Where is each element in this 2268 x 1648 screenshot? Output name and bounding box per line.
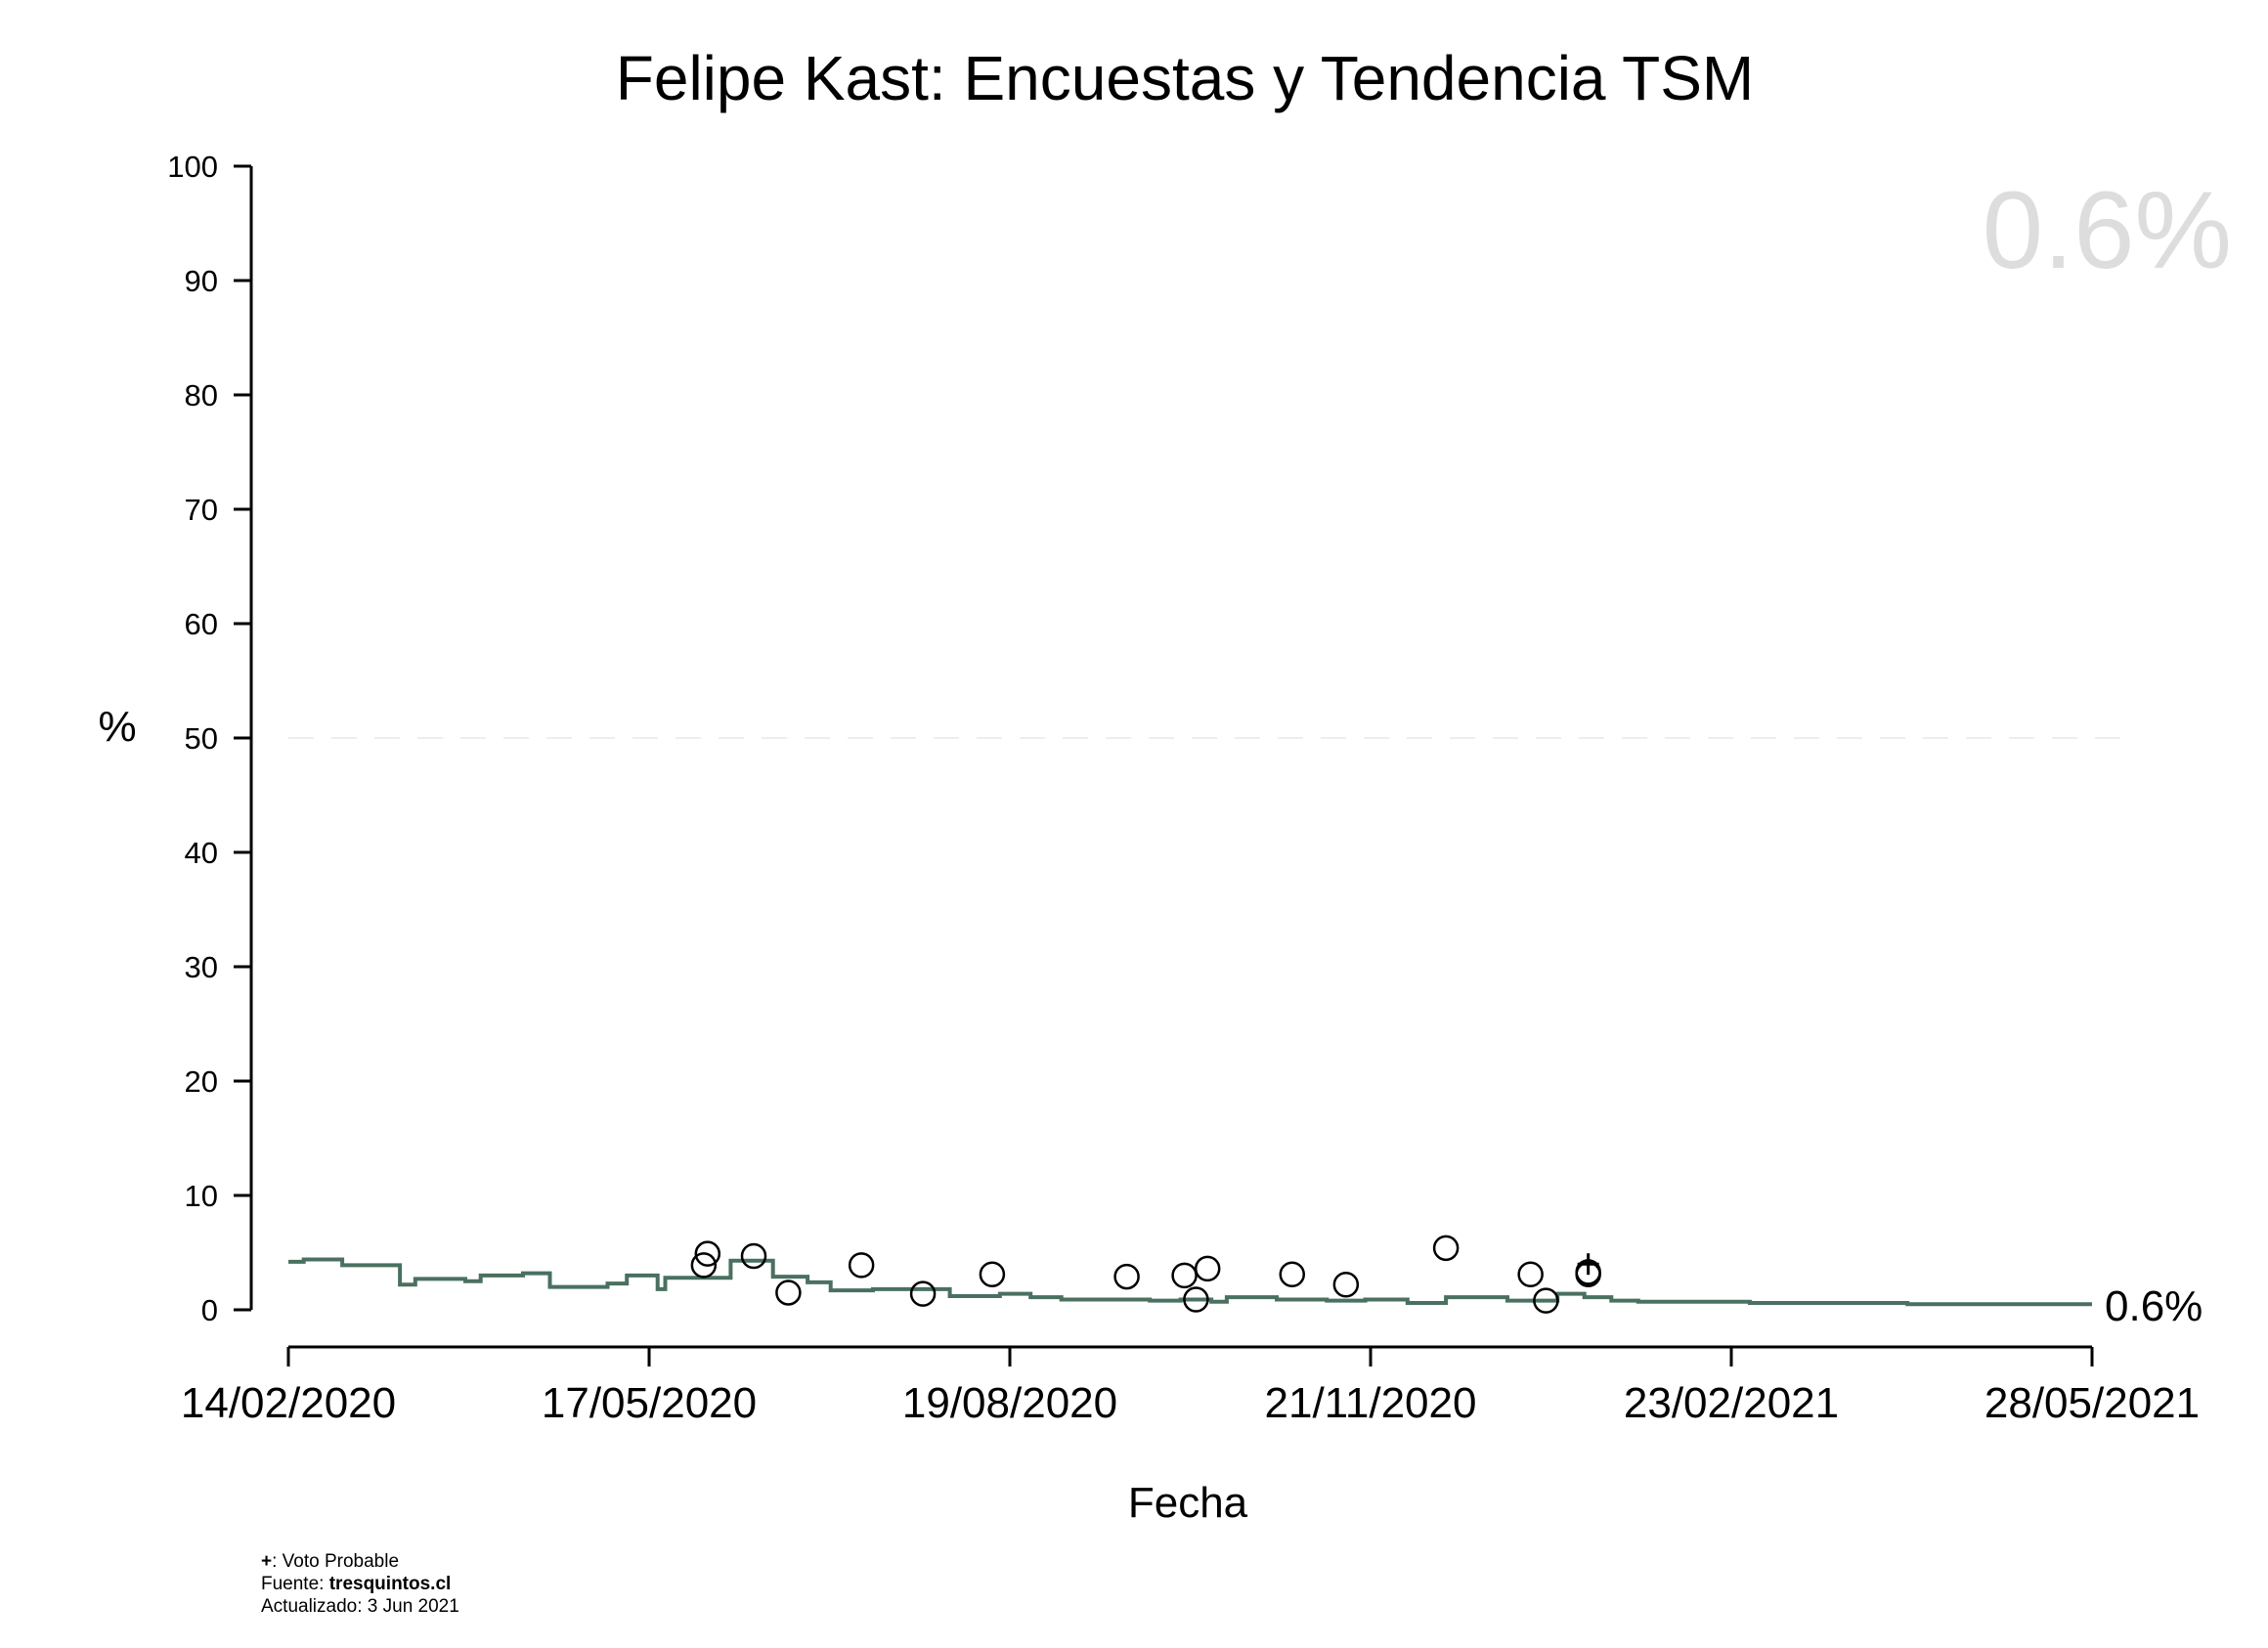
likely-voter-legend-text: : Voto Probable <box>272 1551 400 1572</box>
trend-end-label: 0.6% <box>2105 1282 2203 1330</box>
y-tick-label: 90 <box>185 264 218 298</box>
y-tick-label: 100 <box>167 150 218 184</box>
source-site: tresquintos.cl <box>328 1574 452 1594</box>
poll-point <box>1183 1286 1209 1313</box>
y-axis-label: % <box>98 703 136 751</box>
x-tick-label: 17/05/2020 <box>542 1379 757 1427</box>
footer-source: Fuente: tresquintos.cl <box>261 1573 459 1595</box>
poll-point <box>1517 1261 1544 1287</box>
y-tick-label: 0 <box>201 1293 218 1327</box>
trend-line <box>288 1257 2092 1307</box>
poll-point <box>775 1279 802 1306</box>
x-tick-label: 28/05/2021 <box>1984 1379 2200 1427</box>
chart-title: Felipe Kast: Encuestas y Tendencia TSM <box>616 43 1754 113</box>
y-tick-label: 70 <box>185 493 218 527</box>
source-label: Fuente: <box>261 1574 329 1594</box>
current-value-watermark: 0.6% <box>1983 169 2232 291</box>
y-tick-label: 80 <box>185 378 218 412</box>
poll-point <box>690 1252 718 1279</box>
poll-point <box>1279 1261 1305 1287</box>
footer-updated: Actualizado: 3 Jun 2021 <box>261 1596 459 1617</box>
y-tick-label: 40 <box>185 836 218 870</box>
poll-point <box>1332 1272 1360 1298</box>
y-tick-label: 20 <box>185 1064 218 1099</box>
x-axis-label: Fecha <box>1128 1479 1248 1527</box>
y-tick-label: 60 <box>185 607 218 641</box>
x-tick-label: 19/08/2020 <box>902 1379 1117 1427</box>
poll-point <box>848 1252 875 1279</box>
x-tick-label: 23/02/2021 <box>1624 1379 1839 1427</box>
poll-point <box>979 1261 1006 1287</box>
x-tick-label: 21/11/2020 <box>1265 1379 1477 1427</box>
y-tick-label: 50 <box>185 721 218 756</box>
x-axis: 14/02/2020 17/05/2020 19/08/2020 21/11/2020… <box>181 1345 2200 1427</box>
poll-point <box>1113 1263 1140 1290</box>
poll-point <box>1432 1235 1460 1262</box>
poll-point <box>694 1240 721 1267</box>
y-tick-label: 10 <box>185 1179 218 1213</box>
poll-point <box>909 1280 937 1307</box>
poll-point <box>1533 1287 1559 1314</box>
footer: +: Voto Probable Fuente: tresquintos.cl … <box>261 1550 459 1618</box>
x-tick-label: 14/02/2020 <box>181 1379 396 1427</box>
poll-point <box>1171 1262 1198 1289</box>
likely-voter-poll-point <box>1577 1253 1599 1276</box>
poll-layer <box>690 1235 1601 1314</box>
footer-legend: +: Voto Probable <box>261 1550 459 1573</box>
poll-point <box>1194 1255 1221 1282</box>
trend-layer <box>288 1257 2092 1307</box>
poll-point <box>740 1242 767 1270</box>
y-tick-label: 30 <box>185 950 218 984</box>
y-axis: 0 10 20 30 40 50 60 70 80 90 100 <box>167 150 253 1327</box>
likely-voter-symbol: + <box>261 1551 273 1572</box>
